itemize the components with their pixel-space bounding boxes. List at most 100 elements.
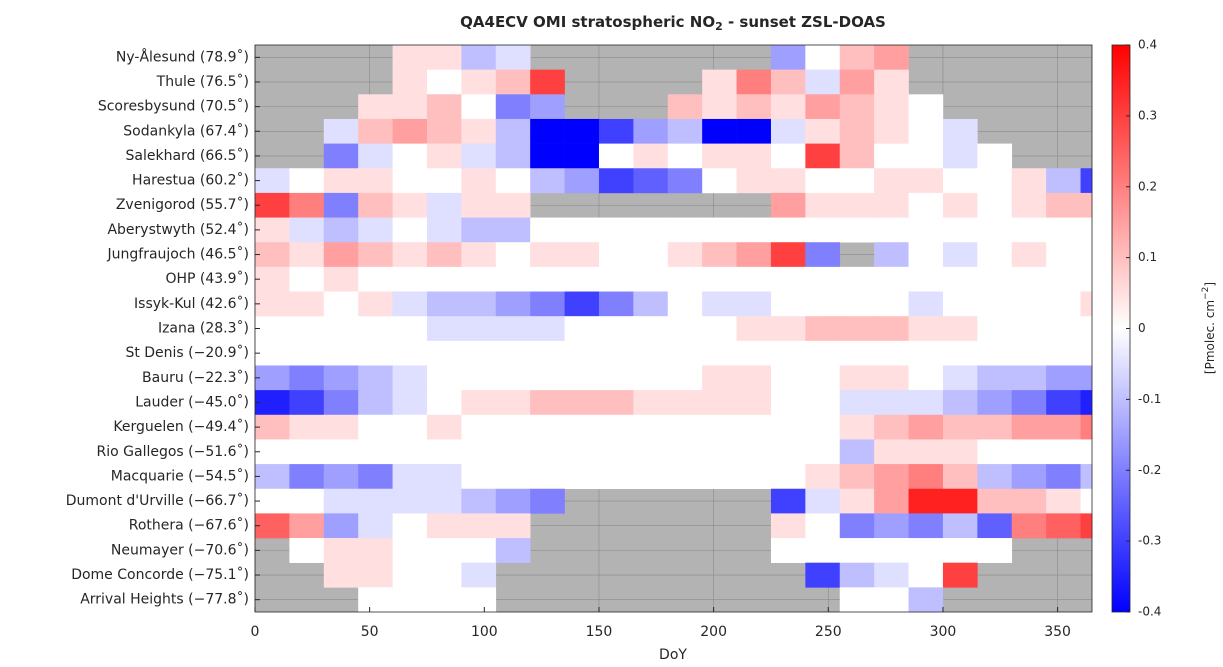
heatmap-cell [392,538,428,563]
heatmap-cell [392,168,428,194]
colorbar-tick-label: 0 [1138,321,1146,335]
heatmap-cell [530,464,565,490]
heatmap-cell [358,242,393,268]
heatmap-cell [323,340,359,366]
colorbar-tick-label: -0.3 [1138,534,1161,548]
heatmap-cell [805,464,841,490]
heatmap-cell [1046,168,1081,194]
heatmap-cell [839,291,875,317]
heatmap-cell [426,217,462,243]
heatmap-cell [702,69,737,95]
heatmap-cell [323,168,359,194]
heatmap-cell [839,439,875,465]
heatmap-cell [770,192,806,218]
heatmap-cell [1080,266,1093,292]
heatmap-cell [874,488,909,514]
heatmap-cell [323,365,359,391]
heatmap-cell [942,340,978,366]
x-tick-label: 250 [815,624,842,640]
heatmap-cell [839,217,875,243]
heatmap-cell [495,45,531,70]
y-tick-label: Issyk-Kul (42.6˚) [134,295,249,312]
heatmap-cell [1080,242,1093,268]
heatmap-cell [495,390,531,416]
heatmap-cell [874,45,909,70]
heatmap-cell [633,266,669,292]
heatmap-cell [461,538,497,563]
heatmap-cell [255,365,290,391]
heatmap-cell [392,464,428,490]
heatmap-cell [908,316,944,342]
heatmap-cell [358,94,393,120]
colorbar-tick-label: -0.1 [1138,392,1161,406]
heatmap-cell [461,562,497,588]
heatmap-cell [255,513,290,539]
heatmap-cell [839,192,875,218]
heatmap-cell [667,217,703,243]
heatmap-cell [977,266,1013,292]
heatmap-cell [564,266,600,292]
heatmap-cell [874,192,909,218]
heatmap-cell [530,69,565,95]
heatmap-cell [255,316,290,342]
heatmap-cell [426,365,462,391]
colorbar-tick-label: 0.4 [1138,38,1157,52]
heatmap-cell [770,266,806,292]
heatmap-cell [805,118,841,144]
heatmap-cell [358,168,393,194]
heatmap-cell [633,414,669,440]
heatmap-cell [874,340,909,366]
heatmap-cell [667,414,703,440]
heatmap-cell [977,488,1013,514]
heatmap-cell [358,143,393,169]
heatmap-cell [461,192,497,218]
colorbar-tick-label: 0.1 [1138,250,1157,264]
heatmap-cell [908,439,944,465]
colorbar-label-text: [Pmolec. cm [1203,300,1217,374]
heatmap-cell [392,513,428,539]
heatmap-cell [702,266,737,292]
heatmap-cell [495,365,531,391]
heatmap-cell [805,365,841,391]
heatmap-cell [977,192,1013,218]
heatmap-cell [874,414,909,440]
heatmap-cell [977,464,1013,490]
heatmap-cell [977,414,1013,440]
title-subscript: 2 [715,20,723,33]
colorbar-label-sup: −2 [1201,287,1211,300]
heatmap-cell [942,143,978,169]
heatmap-cell [702,291,737,317]
heatmap-cell [530,217,565,243]
heatmap-cell [942,168,978,194]
colorbar-label: [Pmolec. cm−2] [1201,282,1217,374]
heatmap-cell [805,488,841,514]
y-tick-label: Macquarie (−54.5˚) [111,467,249,484]
colorbar-tick-label: -0.2 [1138,463,1161,477]
heatmap-cell [392,118,428,144]
heatmap-cell [1011,242,1047,268]
heatmap-cell [805,143,841,169]
heatmap-cell [426,69,462,95]
heatmap-cell [392,365,428,391]
heatmap-cell [598,340,634,366]
y-tick-label: Izana (28.3˚) [158,320,249,337]
heatmap-cell [770,464,806,490]
heatmap-cell [736,242,772,268]
heatmap-cell [255,291,290,317]
heatmap-cell [977,340,1013,366]
heatmap-cell [289,414,325,440]
heatmap-cell [323,414,359,440]
heatmap-cell [392,94,428,120]
heatmap-cell [426,562,462,588]
heatmap-cell [1080,464,1093,490]
heatmap-cell [702,143,737,169]
heatmap-cell [874,587,909,613]
heatmap-cell [461,266,497,292]
heatmap-cell [289,340,325,366]
heatmap-cell [358,562,393,588]
heatmap-cell [736,390,772,416]
heatmap-cell [736,414,772,440]
heatmap-cell [358,316,393,342]
heatmap-cell [839,365,875,391]
heatmap-cell [255,242,290,268]
